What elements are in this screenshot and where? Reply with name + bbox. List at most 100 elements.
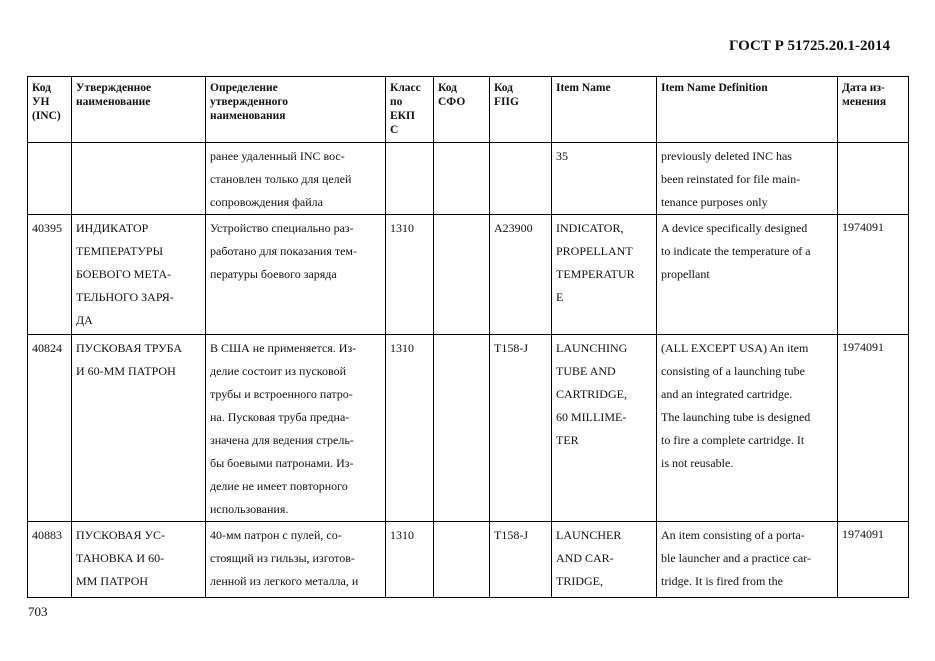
- header-line: Item Name: [556, 82, 611, 94]
- cell-line: to indicate the temperature of a: [661, 244, 811, 258]
- column-header-approved-name: Утвержденное наименование: [71, 76, 206, 143]
- cell-definition: Устройство специально раз-работано для п…: [205, 214, 386, 335]
- cell-change-date: 1974091: [837, 214, 909, 335]
- cell-inc-code: [27, 142, 72, 215]
- header-line: FIIG: [494, 96, 519, 108]
- header-line: Код: [438, 82, 458, 94]
- items-table: Код УН (INC) Утвержденное наименование Опреде…: [27, 76, 909, 598]
- cell-line: TRIDGE,: [556, 574, 603, 588]
- cell-line: 60 MILLIME-: [556, 410, 627, 424]
- header-line: Утвержденное: [76, 82, 152, 94]
- cell-item-name-definition: previously deleted INC has been reinstate…: [656, 142, 838, 215]
- header-line: Дата из-: [842, 82, 885, 94]
- cell-line: ДА: [76, 313, 93, 327]
- cell-approved-name: [71, 142, 206, 215]
- header-line: УН: [32, 96, 50, 108]
- cell-line: сопровождения файла: [210, 195, 323, 209]
- cell-line: становлен только для целей: [210, 172, 352, 186]
- cell-line: PROPELLANT: [556, 244, 633, 258]
- cell-line: ИНДИКАТОР: [76, 221, 149, 235]
- cell-line: 35: [556, 149, 568, 163]
- header-line: по: [390, 96, 403, 108]
- cell-definition: ранее удаленный INC вос-становлен только…: [205, 142, 386, 215]
- cell-item-name: LAUNCHING TUBE AND CARTRIDGE, 60 MILLIME- TE…: [551, 334, 657, 522]
- header-line: Код: [494, 82, 514, 94]
- cell-item-name: LAUNCHER AND CAR- TRIDGE,: [551, 521, 657, 598]
- cell-line: значена для ведения стрель-: [210, 433, 354, 447]
- cell-item-name-definition: A device specifically designed to indicat…: [656, 214, 838, 335]
- cell-approved-name: ПУСКОВАЯ ТРУБА И 60-ММ ПАТРОН: [71, 334, 206, 522]
- cell-line: ble launcher and a practice car-: [661, 551, 811, 565]
- cell-line: propellant: [661, 267, 710, 281]
- cell-line: ТАНОВКА И 60-: [76, 551, 165, 565]
- cell-line: A23900: [494, 221, 533, 235]
- cell-line: (ALL EXCEPT USA) An item: [661, 341, 809, 355]
- cell-line: работано для показания тем-: [210, 244, 358, 258]
- table-row: 40395 ИНДИКАТОР ТЕМПЕРАТУРЫ БОЕВОГО МЕТА- ТЕ…: [27, 214, 909, 335]
- cell-line: БОЕВОГО МЕТА-: [76, 267, 172, 281]
- header-line: наименование: [76, 96, 151, 108]
- header-line: утвержденного: [210, 96, 289, 108]
- cell-line: использования.: [210, 502, 289, 516]
- cell-sfo-code: [433, 521, 490, 598]
- cell-inc-code: 40824: [27, 334, 72, 522]
- cell-line: An item consisting of a porta-: [661, 528, 805, 542]
- cell-line: LAUNCHER: [556, 528, 622, 542]
- cell-item-name-definition: (ALL EXCEPT USA) An item consisting of a …: [656, 334, 838, 522]
- cell-line: INDICATOR,: [556, 221, 624, 235]
- cell-line: 1310: [390, 528, 414, 542]
- cell-item-name: 35: [551, 142, 657, 215]
- column-header-definition: Определение утвержденного наименования: [205, 76, 386, 143]
- cell-line: tridge. It is fired from the: [661, 574, 783, 588]
- cell-line: TEMPERATUR: [556, 267, 635, 281]
- cell-line: ранее удаленный INC вос-: [210, 149, 345, 163]
- cell-class: 1310: [385, 214, 434, 335]
- cell-line: LAUNCHING: [556, 341, 628, 355]
- cell-line: пературы боевого заряда: [210, 267, 337, 281]
- header-line: менения: [842, 96, 887, 108]
- cell-line: ТЕМПЕРАТУРЫ: [76, 244, 164, 258]
- column-header-fiig-code: Код FIIG: [489, 76, 552, 143]
- cell-definition: 40-мм патрон с пулей, со-стоящий из гиль…: [205, 521, 386, 598]
- cell-line: на. Пусковая труба предна-: [210, 410, 350, 424]
- cell-line: TUBE AND: [556, 364, 616, 378]
- cell-change-date: 1974091: [837, 334, 909, 522]
- cell-line: бы боевыми патронами. Из-: [210, 456, 354, 470]
- cell-item-name-definition: An item consisting of a porta-ble launch…: [656, 521, 838, 598]
- table-row: 40883 ПУСКОВАЯ УС- ТАНОВКА И 60- ММ ПАТРОН 4…: [27, 521, 909, 598]
- cell-item-name: INDICATOR, PROPELLANT TEMPERATUR E: [551, 214, 657, 335]
- header-line: ЕКП: [390, 110, 415, 122]
- cell-line: T158-J: [494, 528, 528, 542]
- cell-line: В США не применяется. Из-: [210, 341, 357, 355]
- cell-line: A device specifically designed: [661, 221, 808, 235]
- header-row: Код УН (INC) Утвержденное наименование Опреде…: [27, 76, 909, 143]
- cell-approved-name: ИНДИКАТОР ТЕМПЕРАТУРЫ БОЕВОГО МЕТА- ТЕЛЬНОГ…: [71, 214, 206, 335]
- cell-line: 40395: [32, 221, 62, 235]
- cell-fiig-code: T158-J: [489, 334, 552, 522]
- cell-line: to fire a complete cartridge. It: [661, 433, 805, 447]
- cell-line: ТЕЛЬНОГО ЗАРЯ-: [76, 290, 174, 304]
- cell-line: 1310: [390, 341, 414, 355]
- cell-line: ММ ПАТРОН: [76, 574, 149, 588]
- cell-line: 1310: [390, 221, 414, 235]
- cell-inc-code: 40395: [27, 214, 72, 335]
- cell-line: 1974091: [842, 527, 884, 541]
- cell-class: 1310: [385, 334, 434, 522]
- header-line: Класс: [390, 82, 421, 94]
- cell-line: 40824: [32, 341, 62, 355]
- cell-approved-name: ПУСКОВАЯ УС- ТАНОВКА И 60- ММ ПАТРОН: [71, 521, 206, 598]
- column-header-item-name-definition: Item Name Definition: [656, 76, 838, 143]
- table-row: 40824 ПУСКОВАЯ ТРУБА И 60-ММ ПАТРОН В США н…: [27, 334, 909, 522]
- cell-line: and an integrated cartridge.: [661, 387, 793, 401]
- cell-line: 1974091: [842, 340, 884, 354]
- cell-line: 1974091: [842, 220, 884, 234]
- cell-line: трубы и встроенного патро-: [210, 387, 353, 401]
- cell-fiig-code: [489, 142, 552, 215]
- cell-class: 1310: [385, 521, 434, 598]
- cell-fiig-code: T158-J: [489, 521, 552, 598]
- cell-line: E: [556, 290, 564, 304]
- cell-line: TER: [556, 433, 579, 447]
- cell-line: consisting of a launching tube: [661, 364, 805, 378]
- cell-fiig-code: A23900: [489, 214, 552, 335]
- cell-class: [385, 142, 434, 215]
